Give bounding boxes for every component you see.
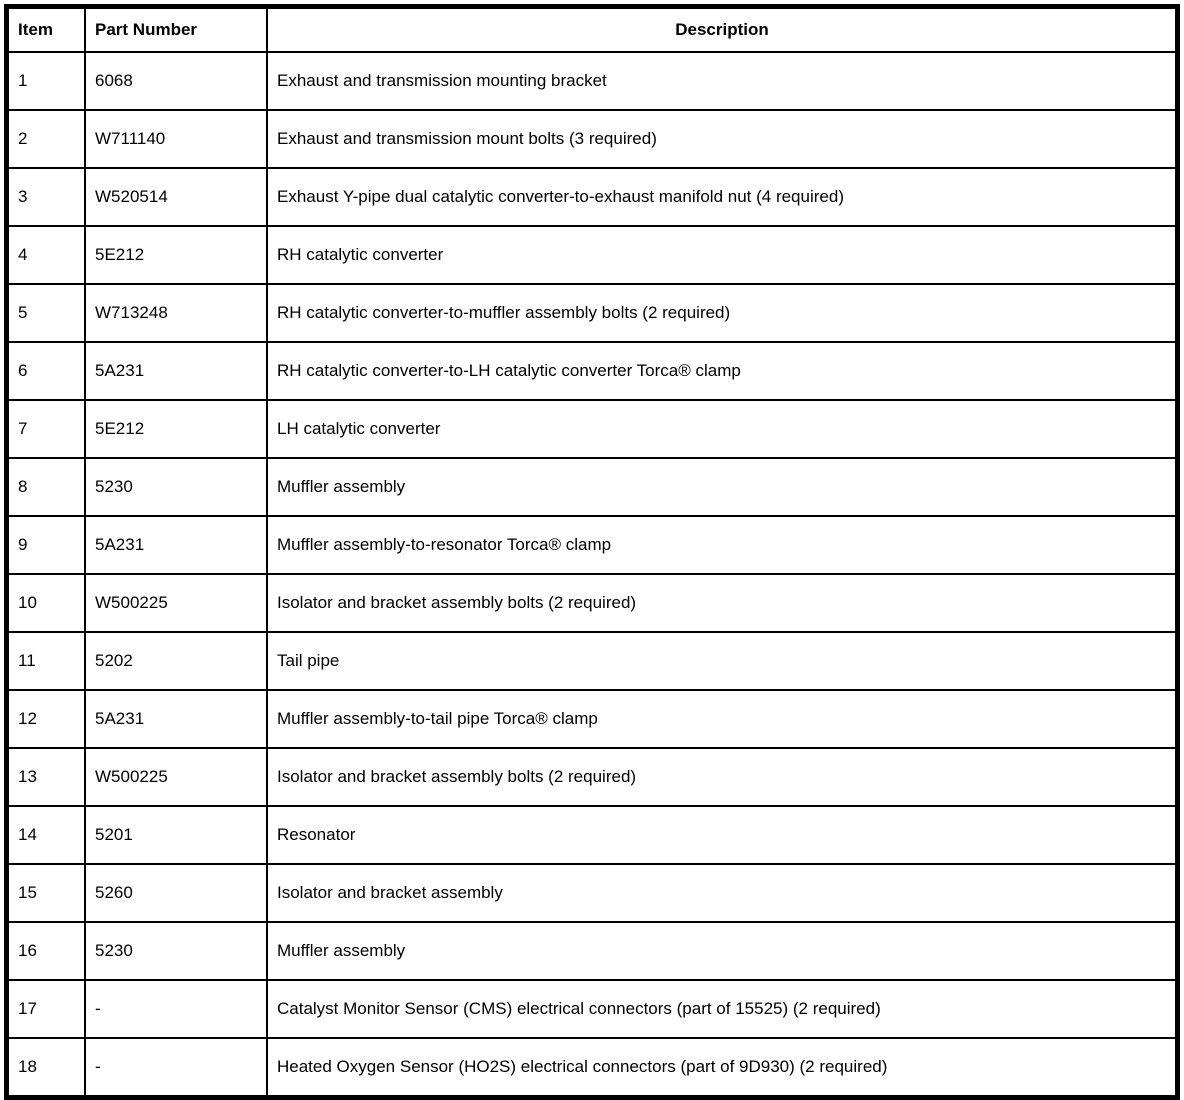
table-row: 14 5201 Resonator	[5, 805, 1179, 865]
part-number-cell: W711140	[84, 109, 268, 169]
table-row: 15 5260 Isolator and bracket assembly	[5, 863, 1179, 923]
part-number-cell: 6068	[84, 51, 268, 111]
table-row: 10 W500225 Isolator and bracket assembly b…	[5, 573, 1179, 633]
description-cell: Exhaust and transmission mount bolts (3 …	[266, 109, 1179, 169]
part-number-cell: 5260	[84, 863, 268, 923]
part-number-cell: 5202	[84, 631, 268, 691]
column-header-part-number: Part Number	[84, 5, 268, 53]
description-cell: Muffler assembly	[266, 457, 1179, 517]
item-cell: 15	[5, 863, 86, 923]
part-number-cell: -	[84, 1037, 268, 1099]
part-number-cell: W520514	[84, 167, 268, 227]
table-row: 16 5230 Muffler assembly	[5, 921, 1179, 981]
description-cell: Muffler assembly	[266, 921, 1179, 981]
part-number-cell: 5A231	[84, 689, 268, 749]
part-number-cell: -	[84, 979, 268, 1039]
item-cell: 11	[5, 631, 86, 691]
part-number-cell: 5E212	[84, 399, 268, 459]
item-cell: 12	[5, 689, 86, 749]
description-cell: RH catalytic converter-to-muffler assemb…	[266, 283, 1179, 343]
part-number-cell: 5A231	[84, 515, 268, 575]
table-row: 18- Heated Oxygen Sensor (HO2S) electrica…	[5, 1037, 1179, 1099]
description-cell: Tail pipe	[266, 631, 1179, 691]
item-cell: 9	[5, 515, 86, 575]
table-row: 17- Catalyst Monitor Sensor (CMS) electri…	[5, 979, 1179, 1039]
table-row: 11 5202 Tail pipe	[5, 631, 1179, 691]
description-cell: Resonator	[266, 805, 1179, 865]
description-cell: LH catalytic converter	[266, 399, 1179, 459]
table-body: 1 6068 Exhaust and transmission mounting b…	[5, 51, 1179, 1099]
part-number-cell: W500225	[84, 573, 268, 633]
item-cell: 8	[5, 457, 86, 517]
description-cell: RH catalytic converter-to-LH catalytic c…	[266, 341, 1179, 401]
part-number-cell: W713248	[84, 283, 268, 343]
item-cell: 14	[5, 805, 86, 865]
item-cell: 4	[5, 225, 86, 285]
item-cell: 18	[5, 1037, 86, 1099]
description-cell: Isolator and bracket assembly bolts (2 r…	[266, 747, 1179, 807]
description-cell: Catalyst Monitor Sensor (CMS) electrical…	[266, 979, 1179, 1039]
description-cell: Muffler assembly-to-resonator Torca® cla…	[266, 515, 1179, 575]
header-row: Item Part Number Description	[5, 5, 1179, 53]
description-cell: Isolator and bracket assembly	[266, 863, 1179, 923]
item-cell: 17	[5, 979, 86, 1039]
column-header-description: Description	[266, 5, 1179, 53]
item-cell: 1	[5, 51, 86, 111]
description-cell: Exhaust Y-pipe dual catalytic converter-…	[266, 167, 1179, 227]
item-cell: 6	[5, 341, 86, 401]
part-number-cell: 5A231	[84, 341, 268, 401]
item-cell: 10	[5, 573, 86, 633]
table-row: 4 5E212 RH catalytic converter	[5, 225, 1179, 285]
table-row: 1 6068 Exhaust and transmission mounting b…	[5, 51, 1179, 111]
parts-table: Item Part Number Description 1 6068 Exhaus…	[4, 4, 1180, 1100]
item-cell: 5	[5, 283, 86, 343]
page: Item Part Number Description 1 6068 Exhaus…	[4, 4, 1180, 1100]
item-cell: 16	[5, 921, 86, 981]
part-number-cell: 5230	[84, 457, 268, 517]
table-row: 5 W713248 RH catalytic converter-to-muffle…	[5, 283, 1179, 343]
description-cell: Isolator and bracket assembly bolts (2 r…	[266, 573, 1179, 633]
description-cell: Exhaust and transmission mounting bracke…	[266, 51, 1179, 111]
column-header-item: Item	[5, 5, 86, 53]
table-row: 7 5E212 LH catalytic converter	[5, 399, 1179, 459]
table-row: 9 5A231 Muffler assembly-to-resonator Torc…	[5, 515, 1179, 575]
table-row: 3 W520514 Exhaust Y-pipe dual catalytic co…	[5, 167, 1179, 227]
table-header: Item Part Number Description	[5, 5, 1179, 53]
item-cell: 3	[5, 167, 86, 227]
description-cell: Heated Oxygen Sensor (HO2S) electrical c…	[266, 1037, 1179, 1099]
item-cell: 13	[5, 747, 86, 807]
table-row: 8 5230 Muffler assembly	[5, 457, 1179, 517]
description-cell: Muffler assembly-to-tail pipe Torca® cla…	[266, 689, 1179, 749]
item-cell: 7	[5, 399, 86, 459]
part-number-cell: 5230	[84, 921, 268, 981]
table-row: 2 W711140 Exhaust and transmission mount b…	[5, 109, 1179, 169]
table-row: 6 5A231 RH catalytic converter-to-LH catal…	[5, 341, 1179, 401]
part-number-cell: W500225	[84, 747, 268, 807]
table-row: 12 5A231 Muffler assembly-to-tail pipe Tor…	[5, 689, 1179, 749]
part-number-cell: 5E212	[84, 225, 268, 285]
table-row: 13 W500225 Isolator and bracket assembly b…	[5, 747, 1179, 807]
description-cell: RH catalytic converter	[266, 225, 1179, 285]
part-number-cell: 5201	[84, 805, 268, 865]
item-cell: 2	[5, 109, 86, 169]
